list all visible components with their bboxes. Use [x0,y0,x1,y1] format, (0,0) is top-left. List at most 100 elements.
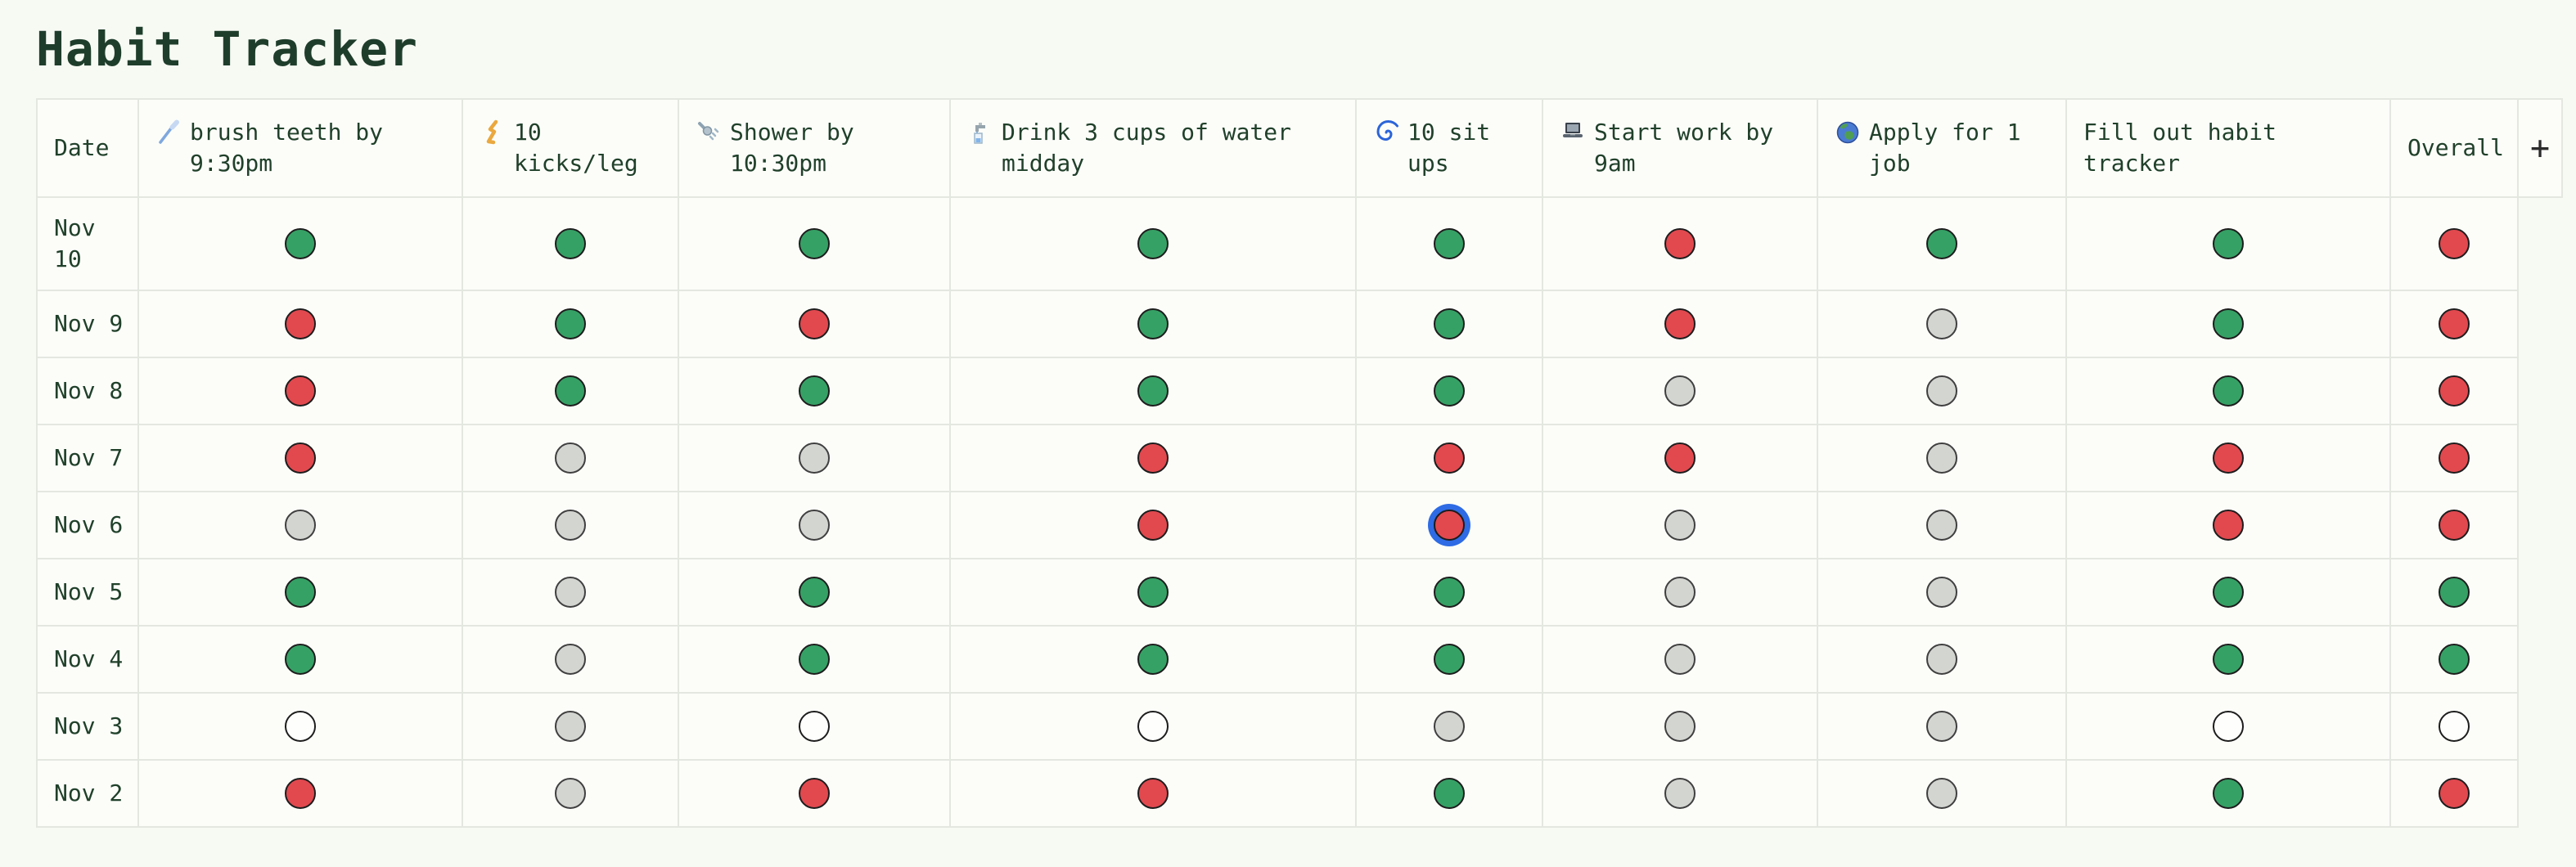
table-body: Nov 10 Nov 9 Nov 8 Nov 7 Nov 6 Nov 5 Nov 4 Nov … [36,196,2562,828]
status-circle[interactable] [1137,227,1169,259]
status-circle[interactable] [1137,442,1169,474]
table-row: Nov 5 [36,557,2562,627]
status-circle[interactable] [2439,576,2470,608]
status-circle[interactable] [1137,308,1169,339]
row-date-cell: Nov 7 [36,423,139,492]
status-circle[interactable] [1664,576,1696,608]
status-circle[interactable] [2439,375,2470,407]
habit-cell-kicks [462,196,679,291]
status-circle[interactable] [555,576,586,608]
status-circle[interactable] [1926,375,1957,407]
status-circle[interactable] [1664,710,1696,742]
status-circle[interactable] [1664,509,1696,541]
column-header-label: Start work by 9am [1594,119,1774,177]
status-circle[interactable] [1926,710,1957,742]
status-circle[interactable] [1137,710,1169,742]
status-circle[interactable] [2439,777,2470,809]
status-circle[interactable] [1664,227,1696,259]
status-circle[interactable] [285,777,316,809]
status-circle[interactable] [2213,227,2244,259]
status-circle[interactable] [2213,509,2244,541]
status-circle[interactable] [2439,643,2470,675]
habit-cell-overall [2389,624,2520,694]
status-circle[interactable] [1434,576,1465,608]
status-circle[interactable] [799,375,830,407]
status-circle[interactable] [799,576,830,608]
status-circle[interactable] [285,308,316,339]
status-circle[interactable] [2439,308,2470,339]
status-circle[interactable] [2439,509,2470,541]
status-circle[interactable] [2439,227,2470,259]
status-circle[interactable] [1664,375,1696,407]
habit-cell-fill-tracker [2065,289,2391,358]
status-circle[interactable] [2213,375,2244,407]
status-circle[interactable] [285,710,316,742]
status-circle[interactable] [555,375,586,407]
status-circle[interactable] [1926,442,1957,474]
status-circle[interactable] [2213,576,2244,608]
status-circle-focused[interactable] [1434,509,1465,541]
column-header-brush-teeth: brush teeth by 9:30pm [137,98,463,198]
status-circle[interactable] [1137,576,1169,608]
status-circle[interactable] [1926,227,1957,259]
column-header-label: Shower by 10:30pm [730,119,854,177]
status-circle[interactable] [1664,442,1696,474]
shower-icon [696,117,722,146]
status-circle[interactable] [555,710,586,742]
status-circle[interactable] [2213,442,2244,474]
status-circle[interactable] [1926,643,1957,675]
status-circle[interactable] [799,509,830,541]
habit-cell-sit-ups [1355,490,1543,559]
habit-cell-water [949,758,1357,828]
status-circle[interactable] [555,777,586,809]
status-circle[interactable] [1434,777,1465,809]
status-circle[interactable] [1926,777,1957,809]
status-circle[interactable] [555,308,586,339]
row-date-cell: Nov 4 [36,624,139,694]
status-circle[interactable] [555,643,586,675]
status-circle[interactable] [555,227,586,259]
status-circle[interactable] [1434,227,1465,259]
status-circle[interactable] [2213,777,2244,809]
column-header-content: Fill out habit tracker [2083,117,2376,179]
status-circle[interactable] [285,509,316,541]
status-circle[interactable] [1926,308,1957,339]
status-circle[interactable] [1434,643,1465,675]
status-circle[interactable] [285,442,316,474]
status-circle[interactable] [1137,375,1169,407]
habit-cell-overall [2389,490,2520,559]
status-circle[interactable] [1664,308,1696,339]
status-circle[interactable] [1926,509,1957,541]
habit-cell-water [949,624,1357,694]
status-circle[interactable] [285,643,316,675]
status-circle[interactable] [799,643,830,675]
add-column-button[interactable]: + [2517,98,2564,198]
status-circle[interactable] [285,576,316,608]
status-circle[interactable] [799,308,830,339]
status-circle[interactable] [2213,710,2244,742]
status-circle[interactable] [1137,509,1169,541]
status-circle[interactable] [2213,308,2244,339]
status-circle[interactable] [1664,777,1696,809]
status-circle[interactable] [1434,308,1465,339]
status-circle[interactable] [555,509,586,541]
status-circle[interactable] [799,710,830,742]
status-circle[interactable] [1434,375,1465,407]
status-circle[interactable] [1434,710,1465,742]
column-header-apply-job: Apply for 1 job [1817,98,2067,198]
status-circle[interactable] [2213,643,2244,675]
status-circle[interactable] [285,375,316,407]
status-circle[interactable] [1137,777,1169,809]
status-circle[interactable] [2439,710,2470,742]
status-circle[interactable] [2439,442,2470,474]
status-circle[interactable] [285,227,316,259]
status-circle[interactable] [1664,643,1696,675]
status-circle[interactable] [1926,576,1957,608]
habit-cell-kicks [462,289,679,358]
status-circle[interactable] [799,227,830,259]
status-circle[interactable] [555,442,586,474]
status-circle[interactable] [1137,643,1169,675]
status-circle[interactable] [799,777,830,809]
status-circle[interactable] [799,442,830,474]
status-circle[interactable] [1434,442,1465,474]
